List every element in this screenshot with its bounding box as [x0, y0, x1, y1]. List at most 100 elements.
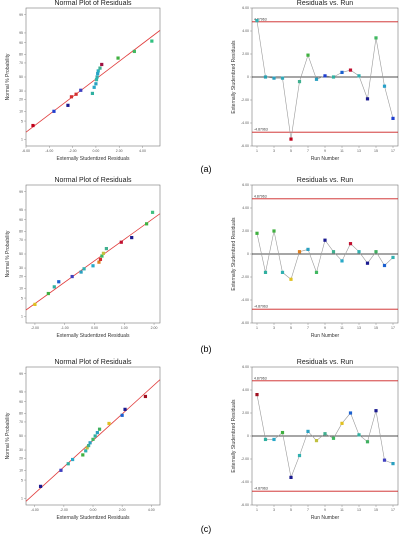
- y-axis-label: Normal % Probability: [5, 230, 11, 277]
- y-tick-label: -2.00: [241, 275, 249, 279]
- x-tick-label: 17: [391, 508, 395, 512]
- data-point: [98, 257, 103, 262]
- x-tick-label: 2.00: [116, 149, 123, 153]
- data-point: [306, 247, 310, 251]
- x-tick-label: 17: [391, 149, 395, 153]
- data-point: [323, 238, 327, 242]
- y-tick-label: -4.00: [241, 480, 249, 484]
- y-axis-label: Externally Studentized Residuals: [231, 399, 237, 473]
- data-point: [91, 437, 95, 441]
- data-point: [91, 264, 95, 268]
- x-axis-label: Externally Studentized Residuals: [56, 515, 130, 521]
- x-tick-label: 1.00: [121, 326, 128, 330]
- data-point: [374, 409, 378, 413]
- panel-caption: (b): [201, 344, 212, 354]
- data-point: [143, 394, 148, 399]
- panel-caption: (a): [201, 164, 212, 174]
- y-tick-label: 95: [19, 390, 23, 394]
- data-point: [348, 411, 353, 415]
- chart-title: Normal Plot of Residuals: [54, 177, 132, 184]
- y-tick-label: 5: [21, 296, 23, 300]
- data-point: [348, 242, 353, 246]
- upper-limit-label: 4.87963: [254, 17, 267, 21]
- x-tick-label: 3: [273, 149, 275, 153]
- y-tick-label: -6.00: [241, 503, 249, 507]
- data-point: [119, 240, 123, 244]
- x-tick-label: 11: [340, 326, 344, 330]
- fit-line: [25, 30, 161, 133]
- lower-limit-label: -4.87963: [254, 487, 268, 491]
- data-point: [280, 430, 285, 435]
- data-point: [130, 235, 134, 240]
- upper-limit-label: 4.87963: [254, 376, 267, 380]
- x-tick-label: 13: [357, 326, 361, 330]
- data-point: [314, 439, 319, 443]
- y-axis-label: Normal % Probability: [5, 412, 11, 459]
- data-point: [314, 77, 319, 81]
- data-point: [31, 123, 35, 128]
- x-tick-label: 2.00: [151, 326, 158, 330]
- x-tick-label: 7: [307, 326, 309, 330]
- data-point: [272, 437, 276, 442]
- data-point: [382, 84, 387, 88]
- x-tick-label: 15: [374, 149, 378, 153]
- y-tick-label: 2.00: [242, 52, 249, 56]
- data-point: [101, 251, 106, 255]
- data-point: [357, 250, 361, 254]
- x-tick-label: 9: [324, 326, 326, 330]
- y-tick-label: 20: [19, 457, 23, 461]
- plot-frame: [25, 7, 161, 147]
- y-tick-label: 20: [19, 275, 23, 279]
- data-point: [96, 69, 100, 73]
- x-tick-label: -6.00: [22, 149, 30, 153]
- y-tick-label: 4.00: [242, 29, 249, 33]
- x-tick-label: 15: [374, 326, 378, 330]
- data-point: [374, 36, 378, 40]
- x-tick-label: 13: [357, 149, 361, 153]
- x-tick-label: 2.00: [119, 508, 126, 512]
- x-tick-label: 11: [340, 508, 344, 512]
- lower-limit-label: -4.87963: [254, 305, 268, 309]
- data-point: [93, 434, 97, 438]
- x-tick-label: 9: [324, 508, 326, 512]
- y-tick-label: 5: [21, 119, 23, 123]
- residuals-run-panel: Residuals vs. Run -6.00 -4.00 -2.00 0 2.00 4.0…: [231, 359, 399, 521]
- x-tick-label: -4.00: [45, 149, 53, 153]
- data-point: [69, 95, 74, 99]
- x-tick-label: 3: [273, 508, 275, 512]
- y-tick-label: 80: [19, 230, 23, 234]
- y-tick-label: 50: [19, 75, 23, 79]
- data-point: [52, 109, 56, 113]
- data-point: [90, 91, 95, 96]
- y-tick-label: 90: [19, 400, 23, 404]
- data-point: [66, 462, 70, 466]
- chart-title: Residuals vs. Run: [297, 359, 354, 366]
- data-point: [340, 70, 344, 74]
- y-tick-label: -2.00: [241, 98, 249, 102]
- data-point: [306, 429, 310, 433]
- data-point: [365, 97, 370, 101]
- x-tick-label: -2.00: [60, 508, 68, 512]
- data-point: [280, 270, 285, 274]
- data-point: [306, 53, 310, 57]
- data-point: [382, 458, 387, 462]
- data-point: [365, 440, 370, 444]
- y-tick-label: -6.00: [241, 144, 249, 148]
- y-tick-label: 70: [19, 238, 23, 242]
- data-point: [323, 74, 327, 78]
- data-point: [94, 82, 98, 86]
- y-tick-label: 10: [19, 110, 23, 114]
- y-tick-label: 99: [19, 190, 23, 194]
- y-tick-label: -4.00: [241, 298, 249, 302]
- panel-caption: (c): [201, 524, 212, 534]
- data-point: [66, 103, 70, 107]
- data-point: [391, 255, 395, 260]
- x-tick-label: 4.00: [148, 508, 155, 512]
- data-point: [150, 39, 154, 43]
- y-tick-label: 95: [19, 31, 23, 35]
- data-point: [382, 263, 387, 268]
- data-point: [38, 484, 43, 488]
- x-tick-label: 5: [290, 508, 292, 512]
- y-tick-label: 80: [19, 412, 23, 416]
